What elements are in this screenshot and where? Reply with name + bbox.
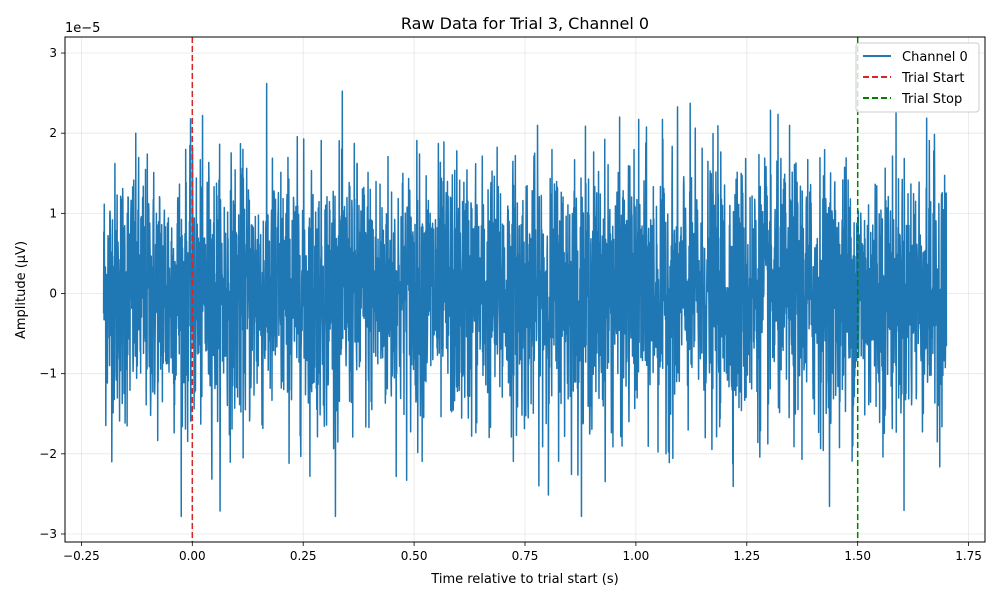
x-tick-label: 1.75 bbox=[955, 549, 982, 563]
x-tick-label: 1.00 bbox=[623, 549, 650, 563]
x-axis-ticks: −0.25 0.00 0.25 0.50 0.75 1.00 1.25 1.50 1.75 bbox=[63, 542, 982, 563]
x-tick-label: 0.75 bbox=[512, 549, 539, 563]
x-tick-label: 1.25 bbox=[733, 549, 760, 563]
y-tick-label: 3 bbox=[49, 46, 57, 60]
x-tick-label: 0.25 bbox=[290, 549, 317, 563]
series-line-channel-0 bbox=[102, 82, 948, 518]
x-tick-label: 0.00 bbox=[179, 549, 206, 563]
y-tick-label: 0 bbox=[49, 287, 57, 301]
x-axis-label: Time relative to trial start (s) bbox=[430, 572, 618, 587]
series-layer bbox=[102, 82, 948, 518]
x-tick-label: 0.50 bbox=[401, 549, 428, 563]
legend-label-channel-0: Channel 0 bbox=[902, 50, 968, 65]
y-axis-label: Amplitude (µV) bbox=[14, 241, 29, 339]
legend-box bbox=[855, 42, 980, 113]
reference-lines bbox=[191, 37, 859, 542]
legend: Channel 0 Trial Start Trial Stop bbox=[855, 42, 980, 113]
y-axis-ticks: −3 −2 −1 0 1 2 3 bbox=[39, 46, 65, 541]
legend-label-trial-start: Trial Start bbox=[901, 71, 964, 86]
y-tick-label: 1 bbox=[49, 206, 57, 220]
y-tick-label: −3 bbox=[39, 527, 57, 541]
legend-label-trial-stop: Trial Stop bbox=[901, 92, 962, 107]
x-tick-label: 1.50 bbox=[844, 549, 871, 563]
y-tick-label: 2 bbox=[49, 126, 57, 140]
y-offset-text: 1e−5 bbox=[65, 21, 100, 36]
x-tick-label: −0.25 bbox=[63, 549, 100, 563]
y-tick-label: −2 bbox=[39, 447, 57, 461]
chart-title: Raw Data for Trial 3, Channel 0 bbox=[401, 14, 649, 33]
y-tick-label: −1 bbox=[39, 367, 57, 381]
